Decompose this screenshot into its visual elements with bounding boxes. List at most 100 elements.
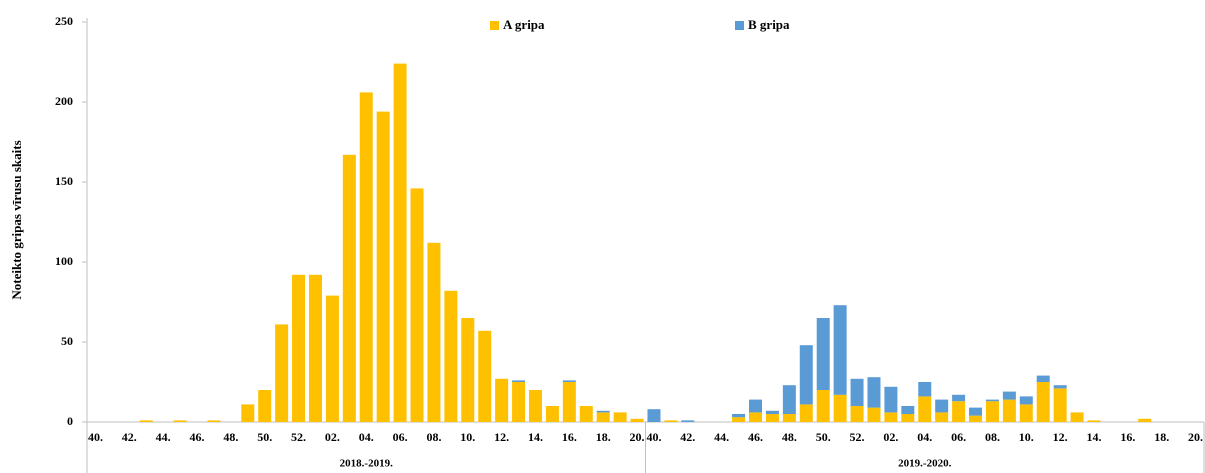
- bar-segment: [952, 394, 966, 402]
- bar-segment: [969, 407, 983, 416]
- x-tick-label: 10.: [1019, 430, 1034, 444]
- bar-segment: [901, 414, 915, 422]
- x-tick-label: 40.: [646, 430, 661, 444]
- x-tick-label: 20.: [630, 430, 645, 444]
- bar-segment: [512, 382, 526, 422]
- bar-segment: [782, 414, 796, 422]
- group-label: 2018.-2019.: [340, 458, 393, 470]
- x-tick-label: 46.: [190, 430, 205, 444]
- y-tick-label: 250: [55, 14, 73, 28]
- x-tick-label: 48.: [223, 430, 238, 444]
- bar-segment: [562, 382, 576, 422]
- bar-segment: [647, 409, 661, 422]
- bar-segment: [749, 412, 763, 422]
- x-tick-label: 04.: [359, 430, 374, 444]
- y-tick-label: 0: [67, 414, 73, 428]
- bar-segment: [765, 414, 779, 422]
- x-tick-label: 46.: [748, 430, 763, 444]
- bar-segment: [935, 412, 949, 422]
- x-tick-label: 04.: [917, 430, 932, 444]
- bar-segment: [478, 330, 492, 422]
- x-tick-label: 52.: [291, 430, 306, 444]
- bar-segment: [681, 420, 695, 422]
- bar-segment: [799, 345, 813, 405]
- bar-segment: [850, 378, 864, 406]
- x-tick-label: 16.: [562, 430, 577, 444]
- x-tick-label: 10.: [460, 430, 475, 444]
- bar-segment: [359, 92, 373, 423]
- y-tick-label: 150: [55, 174, 73, 188]
- x-tick-label: 06.: [951, 430, 966, 444]
- bar-segment: [850, 406, 864, 422]
- bar-segment: [884, 412, 898, 422]
- x-tick-label: 48.: [782, 430, 797, 444]
- x-tick-label: 20.: [1188, 430, 1203, 444]
- bar-segment: [630, 418, 644, 422]
- x-tick-label: 02.: [325, 430, 340, 444]
- x-tick-label: 14.: [1086, 430, 1101, 444]
- bar-segment: [816, 390, 830, 422]
- x-tick-label: 02.: [883, 430, 898, 444]
- x-tick-label: 50.: [816, 430, 831, 444]
- bar-segment: [613, 412, 627, 422]
- x-tick-label: 42.: [680, 430, 695, 444]
- bar-segment: [1053, 385, 1067, 389]
- bar-segment: [173, 420, 187, 422]
- y-tick-label: 200: [55, 94, 73, 108]
- bar-segment: [1036, 382, 1050, 422]
- bar-segment: [935, 399, 949, 413]
- bar-segment: [325, 295, 339, 422]
- bar-segment: [867, 407, 881, 422]
- bar-segment: [732, 414, 746, 418]
- bar-segment: [1087, 420, 1101, 422]
- bar-segment: [393, 63, 407, 422]
- bar-segment: [765, 410, 779, 414]
- bar-segment: [901, 406, 915, 414]
- bar-segment: [1002, 391, 1016, 400]
- x-tick-label: 12.: [1053, 430, 1068, 444]
- bar-segment: [1019, 396, 1033, 405]
- bar-segment: [410, 188, 424, 422]
- bar-segment: [275, 324, 289, 422]
- bar-segment: [867, 377, 881, 408]
- bar-segment: [918, 396, 932, 422]
- bar-segment: [1070, 412, 1084, 422]
- bar-segment: [985, 399, 999, 402]
- bar-segment: [732, 417, 746, 422]
- x-tick-label: 18.: [596, 430, 611, 444]
- x-tick-label: 14.: [528, 430, 543, 444]
- bar-segment: [833, 305, 847, 395]
- bar-segment: [952, 401, 966, 422]
- bar-segment: [664, 420, 678, 422]
- x-tick-label: 52.: [850, 430, 865, 444]
- bar-segment: [1138, 418, 1152, 422]
- group-label: 2019.-2020.: [898, 458, 951, 470]
- bar-segment: [258, 390, 272, 422]
- bar-segment: [1019, 404, 1033, 422]
- bar-segment: [985, 401, 999, 422]
- x-tick-label: 06.: [393, 430, 408, 444]
- bar-segment: [816, 318, 830, 390]
- bar-segment: [241, 404, 255, 422]
- bar-segment: [799, 404, 813, 422]
- bar-segment: [427, 242, 441, 422]
- x-tick-label: 50.: [257, 430, 272, 444]
- bar-segment: [528, 390, 542, 422]
- x-tick-label: 12.: [494, 430, 509, 444]
- y-tick-label: 100: [55, 254, 73, 268]
- bar-segment: [782, 385, 796, 414]
- bar-segment: [579, 406, 593, 422]
- x-tick-label: 42.: [122, 430, 137, 444]
- bar-segment: [308, 274, 322, 422]
- y-tick-label: 50: [61, 334, 73, 348]
- legend-label: A gripa: [503, 17, 545, 32]
- x-tick-label: 44.: [156, 430, 171, 444]
- bar-segment: [495, 378, 509, 422]
- bar-segment: [918, 382, 932, 397]
- bar-segment: [969, 415, 983, 422]
- x-tick-label: 40.: [88, 430, 103, 444]
- bar-segment: [749, 399, 763, 413]
- bar-segment: [292, 274, 306, 422]
- legend-label: B gripa: [748, 17, 790, 32]
- bar-segment: [562, 380, 576, 382]
